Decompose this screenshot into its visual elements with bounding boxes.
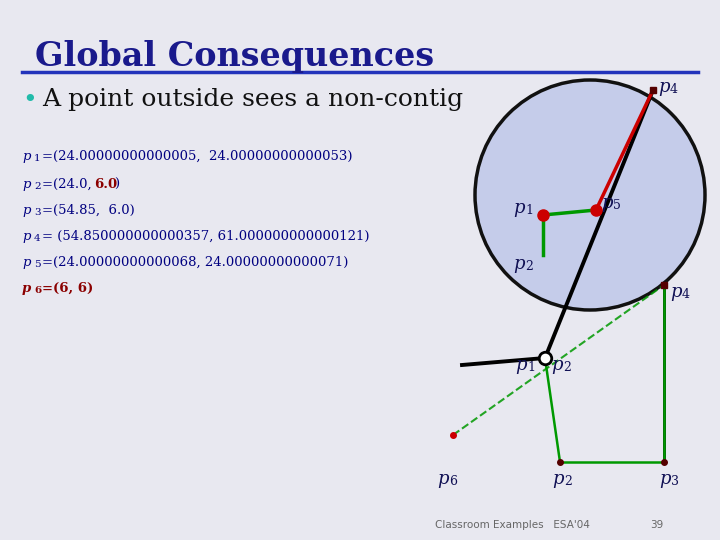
Text: =(24.0,: =(24.0, (42, 178, 96, 191)
Circle shape (475, 80, 705, 310)
Text: 1: 1 (34, 154, 40, 163)
Text: 1: 1 (527, 361, 535, 374)
Text: p: p (22, 178, 30, 191)
Text: p: p (670, 283, 682, 301)
Text: 6: 6 (449, 475, 457, 488)
Text: 6.0: 6.0 (94, 178, 117, 191)
Text: p: p (658, 78, 670, 96)
Text: 3: 3 (34, 208, 40, 217)
Text: 1: 1 (525, 204, 533, 217)
Text: =(54.85,  6.0): =(54.85, 6.0) (42, 204, 135, 217)
Text: p: p (513, 199, 524, 217)
Text: p: p (515, 356, 526, 374)
Text: p: p (22, 282, 31, 295)
Text: 4: 4 (670, 83, 678, 96)
Text: =(6, 6): =(6, 6) (42, 282, 94, 295)
Text: p: p (22, 256, 30, 269)
Text: 2: 2 (525, 260, 533, 273)
Text: p: p (552, 470, 564, 488)
Text: 4: 4 (682, 288, 690, 301)
Text: p: p (22, 230, 30, 243)
Text: 5: 5 (34, 260, 40, 269)
Text: 6: 6 (34, 286, 41, 295)
Text: A point outside sees a non-contig: A point outside sees a non-contig (42, 88, 463, 111)
Text: Global Consequences: Global Consequences (35, 40, 434, 73)
Text: =(24.00000000000068, 24.00000000000071): =(24.00000000000068, 24.00000000000071) (42, 256, 348, 269)
Text: p: p (601, 194, 613, 212)
Text: 3: 3 (671, 475, 679, 488)
Text: p: p (659, 470, 670, 488)
Text: 2: 2 (34, 182, 40, 191)
Text: p: p (22, 204, 30, 217)
Text: = (54.850000000000357, 61.000000000000121): = (54.850000000000357, 61.00000000000012… (42, 230, 369, 243)
Text: p: p (551, 356, 562, 374)
Text: 2: 2 (563, 361, 571, 374)
Text: 39: 39 (650, 520, 663, 530)
Text: Classroom Examples   ESA'04: Classroom Examples ESA'04 (435, 520, 590, 530)
Text: =(24.00000000000005,  24.00000000000053): =(24.00000000000005, 24.00000000000053) (42, 150, 353, 163)
Text: p: p (22, 150, 30, 163)
Text: 5: 5 (613, 199, 621, 212)
Text: ): ) (114, 178, 119, 191)
Text: p: p (513, 255, 524, 273)
Text: 2: 2 (564, 475, 572, 488)
Text: •: • (22, 88, 37, 112)
Text: p: p (437, 470, 449, 488)
Text: 4: 4 (34, 234, 40, 243)
